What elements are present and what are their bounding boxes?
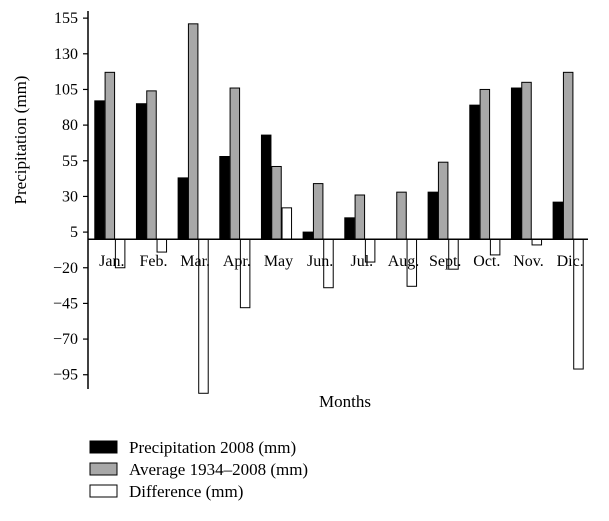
y-tick-label: 105 [54,81,78,98]
x-tick-label: Jun. [307,253,333,270]
bar [271,165,282,240]
legend-swatch [89,484,118,498]
bar [260,134,272,240]
bar [156,238,168,253]
bar [396,191,407,240]
y-tick-label: −20 [53,260,78,277]
legend-label: Difference (mm) [129,482,243,501]
legend-label: Average 1934–2008 (mm) [129,460,308,479]
bar [521,81,532,240]
y-axis-ticks: −95 −70 −45 −20 5 30 55 80 105 130 155 [53,10,88,384]
bar [437,161,449,240]
x-tick-label: Dic. [557,253,584,270]
y-tick-label: −70 [53,331,78,348]
x-tick-label: Feb. [140,253,168,270]
x-tick-label: Sept. [429,253,461,270]
bar [239,238,251,309]
x-tick-label: May [264,253,293,270]
bar [479,88,491,240]
x-tick-label: Jan. [99,253,124,270]
x-tick-label: Oct. [473,253,500,270]
legend-swatch [89,462,118,476]
y-tick-label: −45 [53,295,78,312]
bar [427,191,439,240]
y-axis-title: Precipitation (mm) [11,76,30,205]
bar [219,155,230,240]
y-tick-label: 130 [54,46,78,63]
bar [135,103,147,240]
legend-swatch [89,440,118,454]
bar [281,207,293,240]
bar [177,177,189,240]
bar [469,104,480,240]
bar [510,87,522,240]
x-tick-label: Mar. [180,253,210,270]
bar [94,100,105,240]
y-tick-label: 155 [54,10,78,27]
y-tick-label: 55 [62,153,78,170]
bar [229,87,241,240]
bar [552,201,564,240]
y-tick-label: 30 [62,188,78,205]
bar [354,194,366,240]
bar [146,90,157,240]
bar [312,183,324,240]
bar [104,71,116,240]
x-tick-label: Aug. [388,253,420,270]
bar [344,217,355,240]
bar [302,231,314,240]
y-tick-label: −95 [53,367,78,384]
x-axis-title: Months [319,392,371,411]
x-tick-label: Jul. [350,253,373,270]
legend: Precipitation 2008 (mm) Average 1934–2008… [89,438,308,501]
x-tick-label: Nov. [513,253,544,270]
x-axis-tick-labels: Jan. Feb. Mar. Apr. May Jun. Jul. Aug. Sept. Oct.… [99,253,584,270]
bar [562,71,574,240]
y-tick-label: 5 [70,224,78,241]
y-tick-label: 80 [62,117,78,134]
bar [531,238,543,246]
x-tick-label: Apr. [223,253,251,270]
bars [94,23,584,394]
legend-label: Precipitation 2008 (mm) [129,438,296,457]
bar [187,23,199,240]
